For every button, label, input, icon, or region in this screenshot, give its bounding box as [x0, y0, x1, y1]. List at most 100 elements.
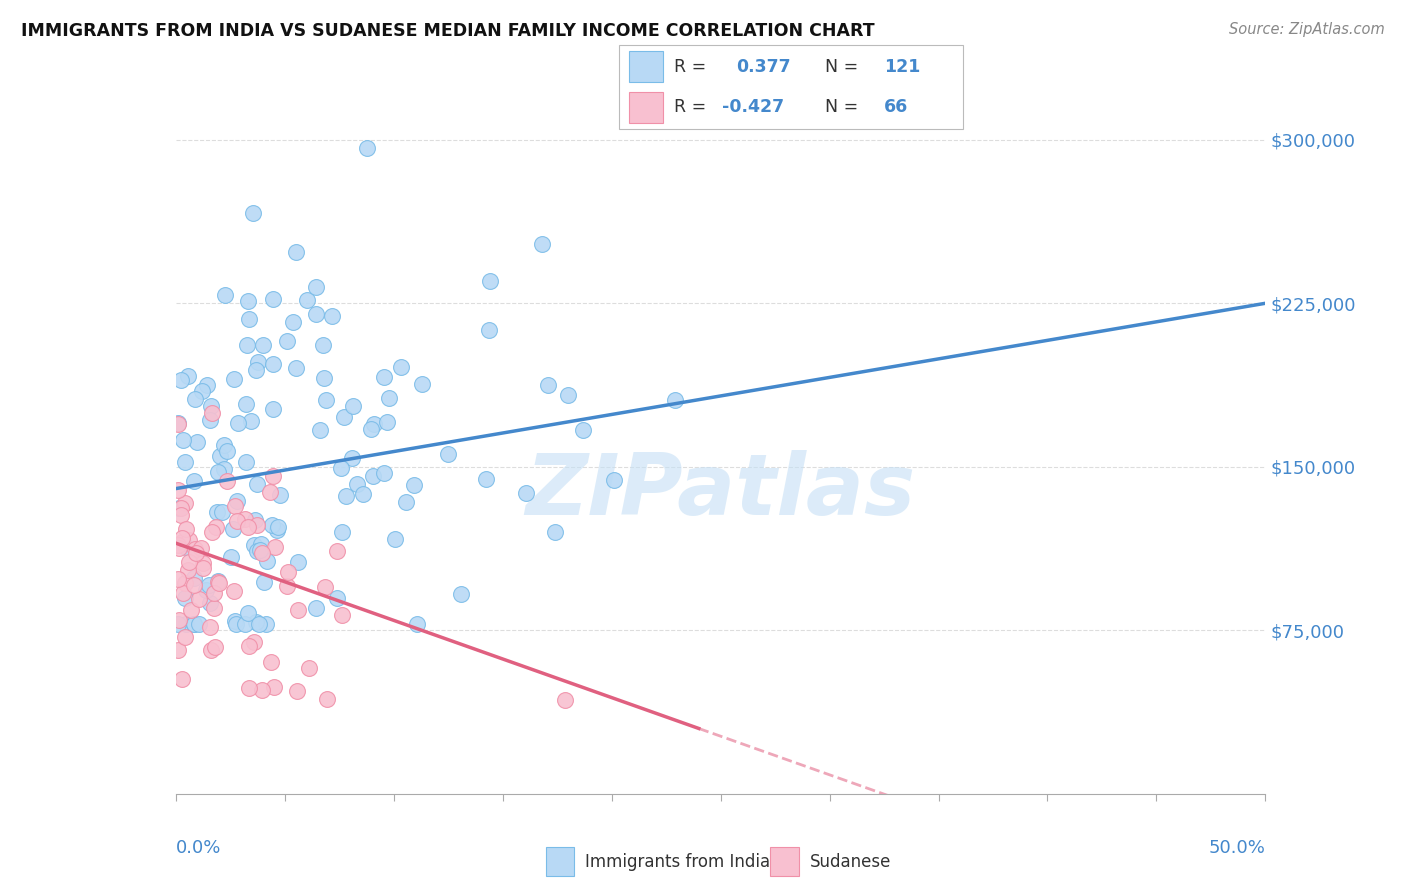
Point [266, 523, 288, 537]
Point [250, 683, 273, 698]
Point [530, 237, 553, 252]
Point [167, 501, 190, 516]
Point [200, 643, 222, 657]
FancyBboxPatch shape [770, 847, 799, 876]
Point [276, 334, 298, 348]
Point [167, 616, 190, 631]
Point [262, 292, 284, 306]
Point [277, 565, 299, 579]
Point [174, 540, 197, 554]
Point [240, 414, 263, 428]
Point [170, 508, 193, 522]
Point [190, 541, 212, 555]
Point [177, 555, 200, 569]
Point [342, 451, 364, 466]
Point [186, 546, 208, 560]
Point [176, 563, 198, 577]
Text: 0.377: 0.377 [735, 58, 790, 76]
Text: ZIPatlas: ZIPatlas [526, 450, 915, 533]
Point [202, 586, 225, 600]
Point [262, 357, 284, 371]
FancyBboxPatch shape [619, 45, 963, 129]
Point [198, 412, 221, 426]
Point [544, 524, 567, 539]
Point [402, 477, 425, 491]
Text: 0.0%: 0.0% [176, 838, 221, 856]
Point [193, 560, 215, 574]
Point [191, 556, 214, 570]
Point [243, 513, 266, 527]
Point [284, 361, 307, 376]
Point [173, 496, 195, 510]
Point [205, 519, 228, 533]
Point [167, 483, 190, 497]
Point [167, 572, 190, 586]
Point [335, 489, 357, 503]
Point [167, 643, 190, 657]
Text: N =: N = [825, 58, 859, 76]
Point [224, 584, 246, 599]
Point [170, 373, 193, 387]
Point [194, 582, 217, 597]
Point [298, 661, 321, 675]
Point [201, 406, 224, 420]
Point [177, 368, 200, 383]
Text: Source: ZipAtlas.com: Source: ZipAtlas.com [1229, 22, 1385, 37]
Point [207, 465, 229, 479]
Point [603, 474, 626, 488]
Point [437, 447, 460, 461]
Point [167, 538, 190, 552]
Point [356, 141, 378, 155]
Point [515, 486, 537, 500]
Point [174, 630, 197, 644]
Point [236, 294, 259, 309]
Point [246, 543, 269, 558]
FancyBboxPatch shape [628, 92, 664, 122]
Point [214, 288, 236, 302]
Text: 50.0%: 50.0% [1209, 838, 1265, 856]
Point [207, 574, 229, 589]
Point [259, 484, 281, 499]
Point [209, 449, 232, 463]
Point [183, 475, 205, 489]
Point [187, 592, 209, 607]
Point [215, 443, 238, 458]
Point [284, 244, 307, 259]
Text: Immigrants from India: Immigrants from India [585, 853, 770, 871]
Point [297, 293, 319, 307]
Point [250, 546, 273, 560]
Point [183, 571, 205, 585]
Point [283, 316, 305, 330]
Point [200, 620, 222, 634]
Point [389, 360, 412, 375]
Point [346, 477, 368, 491]
Point [309, 423, 332, 437]
Point [252, 337, 274, 351]
Point [249, 543, 271, 558]
Point [238, 607, 260, 621]
Point [373, 370, 395, 384]
Point [256, 554, 278, 568]
Text: 66: 66 [884, 98, 908, 116]
Point [664, 392, 686, 407]
Point [249, 536, 271, 550]
Point [167, 613, 190, 627]
Point [246, 517, 269, 532]
Point [236, 338, 259, 352]
Point [167, 417, 190, 431]
Point [333, 409, 356, 424]
Point [184, 541, 207, 556]
Point [224, 499, 246, 513]
Point [557, 388, 579, 402]
Text: R =: R = [673, 98, 706, 116]
Point [276, 579, 298, 593]
Point [262, 401, 284, 416]
Point [287, 603, 309, 617]
Point [375, 415, 398, 429]
Point [314, 580, 336, 594]
Text: N =: N = [825, 98, 859, 116]
Point [285, 684, 308, 698]
Point [173, 591, 195, 606]
Point [260, 655, 283, 669]
Point [167, 538, 190, 552]
